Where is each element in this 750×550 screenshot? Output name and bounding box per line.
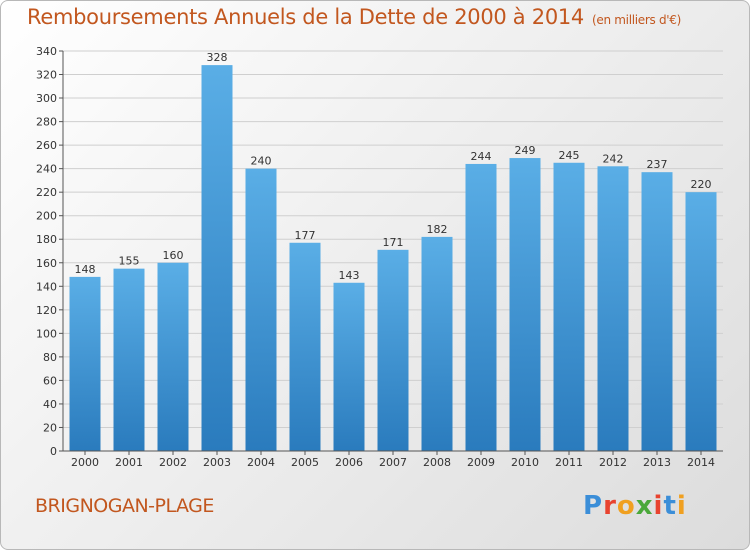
y-tick-label: 80 (43, 351, 57, 364)
bar (157, 262, 189, 451)
x-tick-label: 2006 (335, 456, 363, 469)
bar (685, 192, 717, 452)
bar (553, 162, 585, 451)
x-tick-label: 2001 (115, 456, 143, 469)
x-tick-label: 2012 (599, 456, 627, 469)
y-tick-label: 160 (36, 257, 57, 270)
x-tick-label: 2011 (555, 456, 583, 469)
logo-letter: i (653, 491, 664, 521)
bar-value-label: 143 (339, 269, 360, 282)
proxiti-logo: Proxiti (583, 491, 687, 521)
y-tick-label: 280 (36, 116, 57, 129)
bar (597, 166, 629, 451)
bar-value-label: 155 (119, 255, 140, 268)
y-tick-label: 320 (36, 69, 57, 82)
y-tick-label: 240 (36, 163, 57, 176)
x-tick-label: 2005 (291, 456, 319, 469)
y-tick-label: 140 (36, 280, 57, 293)
chart-unit: (en milliers d'€) (592, 13, 682, 27)
x-tick-label: 2007 (379, 456, 407, 469)
y-tick-label: 340 (36, 45, 57, 58)
x-tick-label: 2009 (467, 456, 495, 469)
city-name: BRIGNOGAN-PLAGE (35, 495, 214, 517)
y-tick-label: 120 (36, 304, 57, 317)
x-tick-label: 2010 (511, 456, 539, 469)
bar-value-label: 177 (295, 229, 316, 242)
y-tick-label: 180 (36, 233, 57, 246)
bar-value-label: 245 (559, 149, 580, 162)
logo-letter: i (676, 491, 687, 521)
logo-letter: P (583, 491, 604, 521)
bar-value-label: 240 (251, 155, 272, 168)
y-tick-label: 100 (36, 327, 57, 340)
x-tick-label: 2004 (247, 456, 275, 469)
bar (289, 242, 321, 451)
bar-value-label: 220 (691, 178, 712, 191)
bar (377, 249, 409, 451)
logo-letter: t (663, 491, 677, 521)
bar-value-label: 182 (427, 223, 448, 236)
x-tick-label: 2014 (687, 456, 715, 469)
bar-value-label: 171 (383, 236, 404, 249)
bar (201, 65, 233, 451)
bar-value-label: 160 (163, 249, 184, 262)
x-tick-label: 2013 (643, 456, 671, 469)
bar-value-label: 237 (647, 158, 668, 171)
bar (641, 172, 673, 452)
logo-letter: x (635, 491, 654, 521)
bar (465, 163, 497, 452)
logo-letter: o (616, 491, 636, 521)
x-tick-label: 2000 (71, 456, 99, 469)
y-tick-label: 20 (43, 421, 57, 434)
bar-value-label: 244 (471, 150, 492, 163)
y-tick-label: 200 (36, 210, 57, 223)
chart-title-text: Remboursements Annuels de la Dette de 20… (27, 5, 584, 29)
bar-value-label: 249 (515, 144, 536, 157)
y-tick-label: 300 (36, 92, 57, 105)
x-tick-label: 2008 (423, 456, 451, 469)
bar (113, 268, 145, 451)
y-tick-label: 0 (50, 445, 57, 458)
y-tick-label: 60 (43, 374, 57, 387)
bar-value-label: 148 (75, 263, 96, 276)
y-tick-label: 260 (36, 139, 57, 152)
bar (245, 168, 277, 451)
bar (333, 282, 365, 451)
x-tick-label: 2002 (159, 456, 187, 469)
y-tick-label: 220 (36, 186, 57, 199)
bar (421, 236, 453, 451)
y-tick-label: 40 (43, 398, 57, 411)
bar-value-label: 242 (603, 152, 624, 165)
chart-title: Remboursements Annuels de la Dette de 20… (27, 5, 681, 29)
x-tick-label: 2003 (203, 456, 231, 469)
logo-letter: r (603, 491, 617, 521)
bar-value-label: 328 (207, 51, 228, 64)
bar (509, 158, 541, 451)
bar (69, 276, 101, 451)
